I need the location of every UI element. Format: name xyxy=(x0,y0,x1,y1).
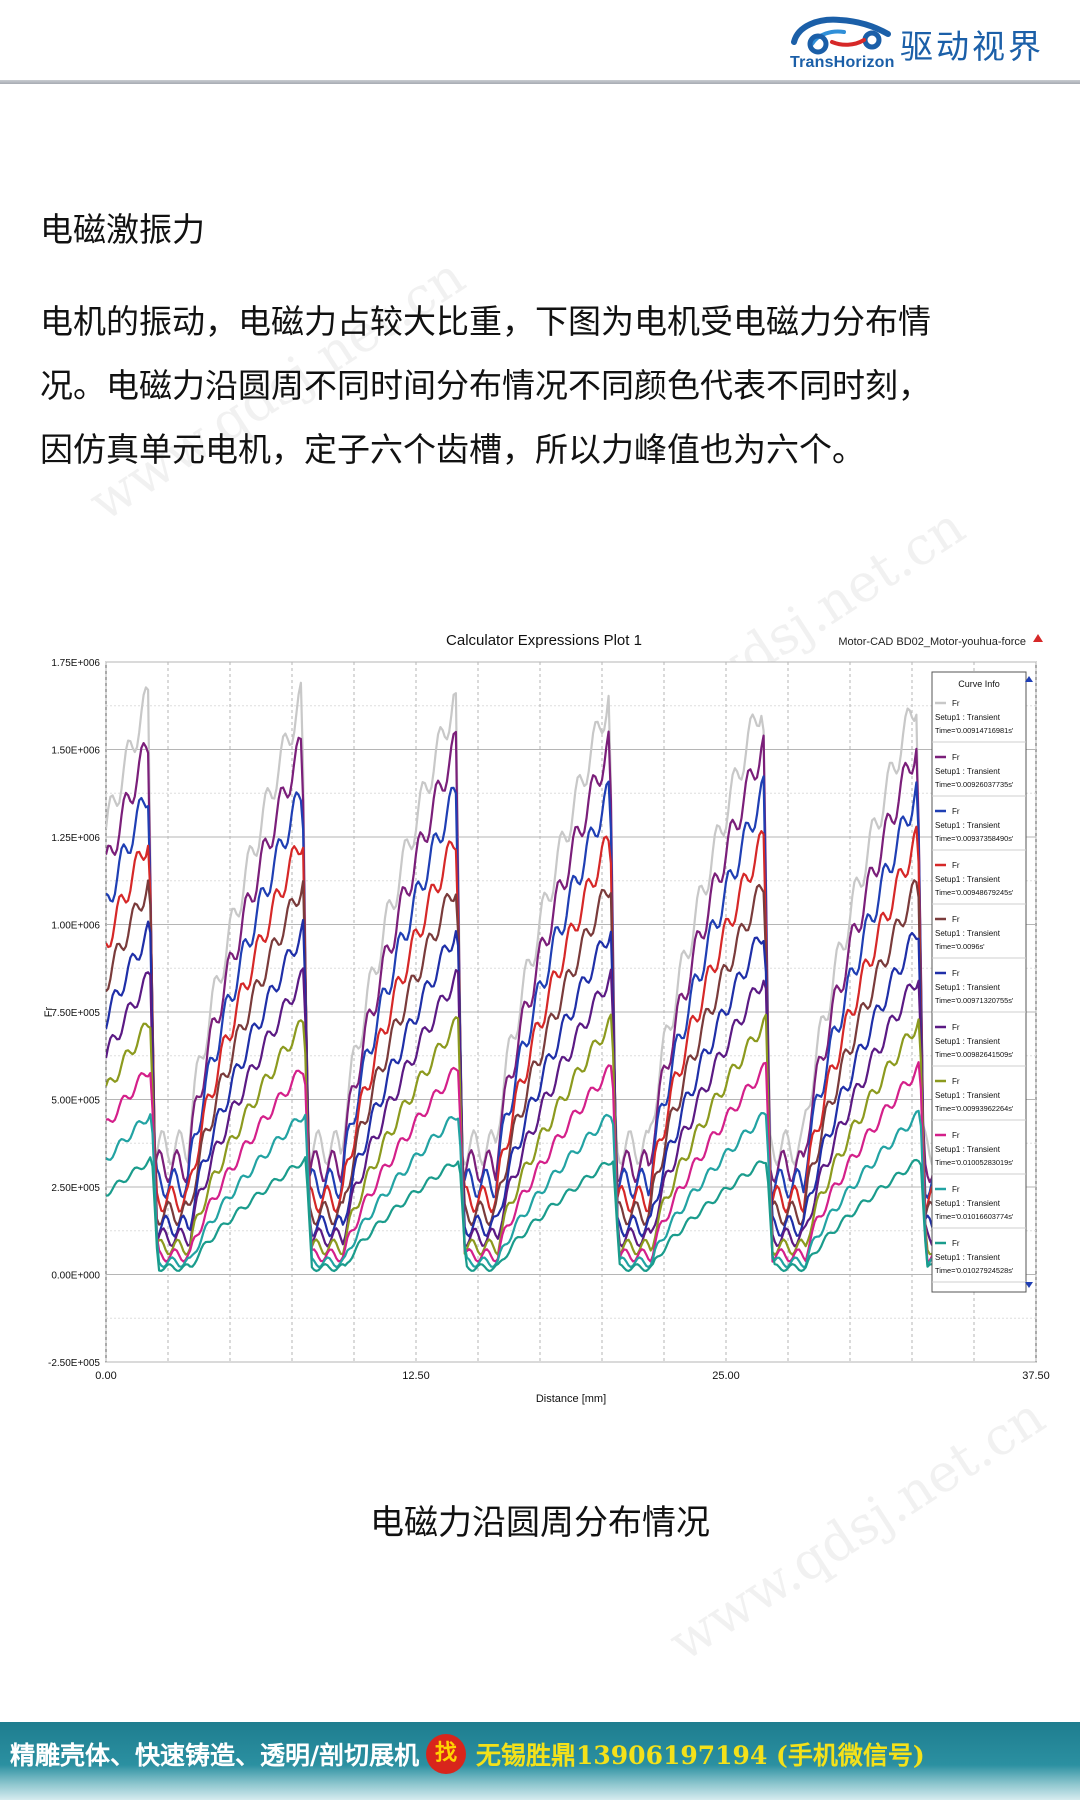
legend-series-time: Time='0.00937358490s' xyxy=(935,834,1014,843)
legend-series-time: Time='0.00993962264s' xyxy=(935,1104,1014,1113)
series-curves xyxy=(106,681,968,1273)
y-tick-label: 1.75E+006 xyxy=(51,658,100,669)
footer-banner[interactable]: 精雕壳体、快速铸造、透明/剖切展机 找 无锡胜鼎13906197194 (手机微… xyxy=(0,1722,1080,1800)
legend-series-setup: Setup1 : Transient xyxy=(935,1145,1001,1154)
series-line xyxy=(106,681,968,1166)
legend-series-time: Time='0.00948679245s' xyxy=(935,888,1014,897)
legend-series-name: Fr xyxy=(952,807,960,816)
legend-series-setup: Setup1 : Transient xyxy=(935,983,1001,992)
legend-series-setup: Setup1 : Transient xyxy=(935,1199,1001,1208)
legend-series-setup: Setup1 : Transient xyxy=(935,713,1001,722)
legend-series-name: Fr xyxy=(952,1185,960,1194)
force-distribution-chart: Calculator Expressions Plot 1 Motor-CAD B… xyxy=(40,620,1050,1410)
y-tick-label: -2.50E+005 xyxy=(48,1358,100,1369)
footer-contact-text: 无锡胜鼎13906197194 (手机微信号) xyxy=(476,1741,925,1770)
series-line xyxy=(106,825,968,1214)
x-tick-label: 25.00 xyxy=(712,1370,740,1382)
legend-series-name: Fr xyxy=(952,1131,960,1140)
brand-logo[interactable]: TransHorizon 驱动视界 xyxy=(788,12,1068,74)
legend-series-setup: Setup1 : Transient xyxy=(935,821,1001,830)
legend-series-name: Fr xyxy=(952,1239,960,1248)
y-tick-label: 0.00E+000 xyxy=(51,1271,100,1282)
red-triangle-icon xyxy=(1033,634,1043,642)
x-tick-label: 37.50 xyxy=(1022,1370,1050,1382)
series-line xyxy=(106,775,968,1199)
legend-series-setup: Setup1 : Transient xyxy=(935,1253,1001,1262)
chart-subtitle: Motor-CAD BD02_Motor-youhua-force xyxy=(838,636,1026,648)
section-title: 电磁激振力 xyxy=(40,210,205,249)
legend-series-time: Time='0.00971320755s' xyxy=(935,996,1014,1005)
legend-box xyxy=(931,671,1027,1293)
legend-series-setup: Setup1 : Transient xyxy=(935,1091,1001,1100)
legend-series-setup: Setup1 : Transient xyxy=(935,767,1001,776)
legend-series-name: Fr xyxy=(952,969,960,978)
legend-scroll-down-icon xyxy=(1025,1282,1033,1288)
legend-series-name: Fr xyxy=(952,915,960,924)
legend-series-setup: Setup1 : Transient xyxy=(935,875,1001,884)
legend-series-time: Time='0.01027924528s' xyxy=(935,1266,1014,1275)
legend-series-name: Fr xyxy=(952,699,960,708)
legend-series-time: Time='0.01005283019s' xyxy=(935,1158,1014,1167)
legend-series-time: Time='0.01016603774s' xyxy=(935,1212,1014,1221)
series-line xyxy=(106,1061,968,1263)
series-line xyxy=(106,967,968,1248)
series-line xyxy=(106,918,968,1238)
y-tick-label: 1.00E+006 xyxy=(51,921,100,932)
logo-car-icon xyxy=(791,16,891,55)
legend-series-setup: Setup1 : Transient xyxy=(935,1037,1001,1046)
description-paragraph: 电机的振动，电磁力占较大比重，下图为电机受电磁力分布情 况。电磁力沿圆周不同时间… xyxy=(40,290,1050,482)
chart-title: Calculator Expressions Plot 1 xyxy=(446,632,642,649)
y-tick-label: 5.00E+005 xyxy=(51,1096,100,1107)
header: TransHorizon 驱动视界 xyxy=(0,0,1080,85)
chart-svg: Calculator Expressions Plot 1 Motor-CAD B… xyxy=(43,632,1050,1405)
legend-series-name: Fr xyxy=(952,1077,960,1086)
header-divider xyxy=(0,80,1080,84)
logo-chinese-name: 驱动视界 xyxy=(900,27,1044,66)
series-line xyxy=(106,879,968,1227)
legend: Curve Info Fr Setup1 : Transient Time='0.00… xyxy=(931,671,1033,1293)
series-line xyxy=(106,1156,968,1273)
series-line xyxy=(106,1109,968,1269)
legend-series-time: Time='0.00982641509s' xyxy=(935,1050,1014,1059)
legend-scroll-up-icon xyxy=(1025,676,1033,682)
legend-series-time: Time='0.00914716981s' xyxy=(935,726,1014,735)
x-tick-label: 0.00 xyxy=(95,1370,116,1382)
y-tick-label: 7.50E+005 xyxy=(51,1008,100,1019)
y-tick-label: 1.25E+006 xyxy=(51,833,100,844)
x-tick-label: 12.50 xyxy=(402,1370,430,1382)
figure-caption: 电磁力沿圆周分布情况 xyxy=(370,1503,710,1543)
paragraph-line: 况。电磁力沿圆周不同时间分布情况不同颜色代表不同时刻， xyxy=(40,366,931,405)
legend-series-name: Fr xyxy=(952,753,960,762)
paragraph-line: 因仿真单元电机，定子六个齿槽，所以力峰值也为六个。 xyxy=(40,430,865,469)
y-tick-label: 1.50E+006 xyxy=(51,746,100,757)
series-line xyxy=(106,730,968,1184)
legend-series-name: Fr xyxy=(952,1023,960,1032)
y-axis-label: Fr xyxy=(43,1006,55,1017)
series-line xyxy=(106,1013,968,1256)
footer-search-badge: 找 xyxy=(426,1734,466,1774)
logo-english-name: TransHorizon xyxy=(790,54,895,71)
x-axis-label: Distance [mm] xyxy=(536,1393,606,1405)
paragraph-line: 电机的振动，电磁力占较大比重，下图为电机受电磁力分布情 xyxy=(40,302,931,341)
legend-series-name: Fr xyxy=(952,861,960,870)
legend-series-setup: Setup1 : Transient xyxy=(935,929,1001,938)
footer-services-text: 精雕壳体、快速铸造、透明/剖切展机 xyxy=(10,1741,420,1770)
legend-series-time: Time='0.00926037735s' xyxy=(935,780,1014,789)
y-tick-label: 2.50E+005 xyxy=(51,1183,100,1194)
legend-series-time: Time='0.0096s' xyxy=(935,942,985,951)
legend-title: Curve Info xyxy=(958,679,1000,689)
